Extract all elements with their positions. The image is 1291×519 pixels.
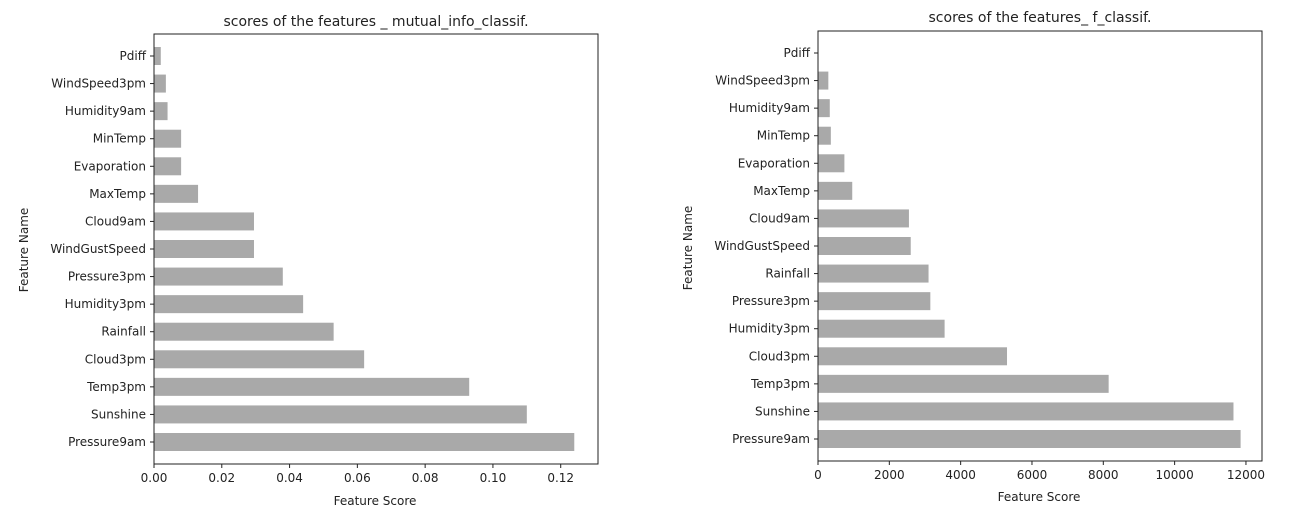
bar — [818, 181, 853, 200]
bar — [154, 212, 254, 231]
y-tick-label: Evaporation — [738, 156, 810, 170]
y-tick-label: Pressure3pm — [68, 270, 146, 284]
bar — [154, 433, 575, 451]
bar — [818, 209, 909, 228]
y-tick-label: MinTemp — [757, 129, 810, 143]
y-tick-label: WindSpeed3pm — [715, 74, 810, 88]
y-tick-label: Rainfall — [765, 267, 810, 281]
bar — [154, 102, 168, 121]
x-tick-label: 12000 — [1227, 468, 1265, 482]
y-tick-label: Cloud9am — [749, 211, 810, 225]
y-tick-label: Cloud3pm — [85, 352, 146, 366]
bar — [818, 264, 929, 283]
bar — [154, 377, 470, 396]
plot-frame — [153, 33, 599, 465]
bar — [154, 295, 304, 314]
x-tick-label: 0.02 — [208, 471, 235, 485]
x-axis-label: Feature Score — [998, 490, 1081, 504]
bar — [818, 374, 1109, 393]
plot-frame — [817, 30, 1263, 462]
x-tick-label: 0.10 — [480, 471, 507, 485]
y-tick-label: Evaporation — [74, 159, 146, 173]
y-tick-label: Pressure9am — [68, 435, 146, 449]
y-tick-label: Humidity9am — [729, 101, 810, 115]
x-tick-label: 8000 — [1088, 468, 1119, 482]
bar — [154, 157, 182, 176]
x-tick-label: 0 — [814, 468, 822, 482]
bar — [818, 99, 830, 118]
y-axis-label: Feature Name — [681, 206, 695, 291]
bar — [818, 237, 911, 255]
x-tick-label: 0.12 — [547, 471, 574, 485]
bar — [154, 240, 254, 258]
bar — [818, 402, 1234, 421]
x-tick-label: 0.08 — [412, 471, 439, 485]
bar — [818, 319, 945, 338]
bar — [818, 292, 931, 311]
chart-title: scores of the features_ f_classif. — [929, 10, 1152, 26]
bar — [818, 347, 1008, 366]
y-tick-label: Sunshine — [91, 407, 146, 421]
bar — [154, 267, 283, 286]
y-tick-label: Humidity3pm — [729, 322, 810, 336]
y-tick-label: Pressure3pm — [732, 294, 810, 308]
bar — [154, 322, 334, 341]
y-tick-label: Pdiff — [120, 49, 147, 63]
y-tick-label: WindGustSpeed — [714, 239, 810, 253]
y-tick-label: MaxTemp — [753, 184, 810, 198]
bar — [818, 71, 829, 90]
x-tick-label: 4000 — [945, 468, 976, 482]
y-tick-label: WindSpeed3pm — [51, 77, 146, 91]
y-tick-label: WindGustSpeed — [50, 242, 146, 256]
x-tick-label: 2000 — [874, 468, 905, 482]
x-axis-label: Feature Score — [334, 494, 417, 508]
x-tick-label: 6000 — [1017, 468, 1048, 482]
bar — [818, 430, 1241, 448]
x-tick-label: 0.06 — [344, 471, 371, 485]
y-tick-label: Pdiff — [784, 46, 811, 60]
bar — [818, 154, 845, 173]
bar — [818, 126, 831, 145]
bar — [154, 129, 182, 148]
bar — [154, 405, 527, 424]
y-tick-label: Humidity9am — [65, 104, 146, 118]
y-tick-label: MaxTemp — [89, 187, 146, 201]
y-tick-label: Humidity3pm — [65, 297, 146, 311]
y-tick-label: Cloud3pm — [749, 349, 810, 363]
bar — [154, 350, 365, 369]
y-tick-label: Cloud9am — [85, 214, 146, 228]
x-tick-label: 10000 — [1156, 468, 1194, 482]
y-tick-label: Sunshine — [755, 404, 810, 418]
y-tick-label: Temp3pm — [750, 377, 810, 391]
y-tick-label: Temp3pm — [86, 380, 146, 394]
bar — [154, 47, 161, 65]
y-axis-label: Feature Name — [17, 208, 31, 293]
chart-title: scores of the features _ mutual_info_cla… — [223, 14, 528, 30]
bar — [154, 184, 199, 203]
x-tick-label: 0.00 — [141, 471, 168, 485]
bar — [154, 74, 166, 93]
y-tick-label: MinTemp — [93, 132, 146, 146]
y-tick-label: Pressure9am — [732, 432, 810, 446]
x-tick-label: 0.04 — [276, 471, 303, 485]
y-tick-label: Rainfall — [101, 325, 146, 339]
